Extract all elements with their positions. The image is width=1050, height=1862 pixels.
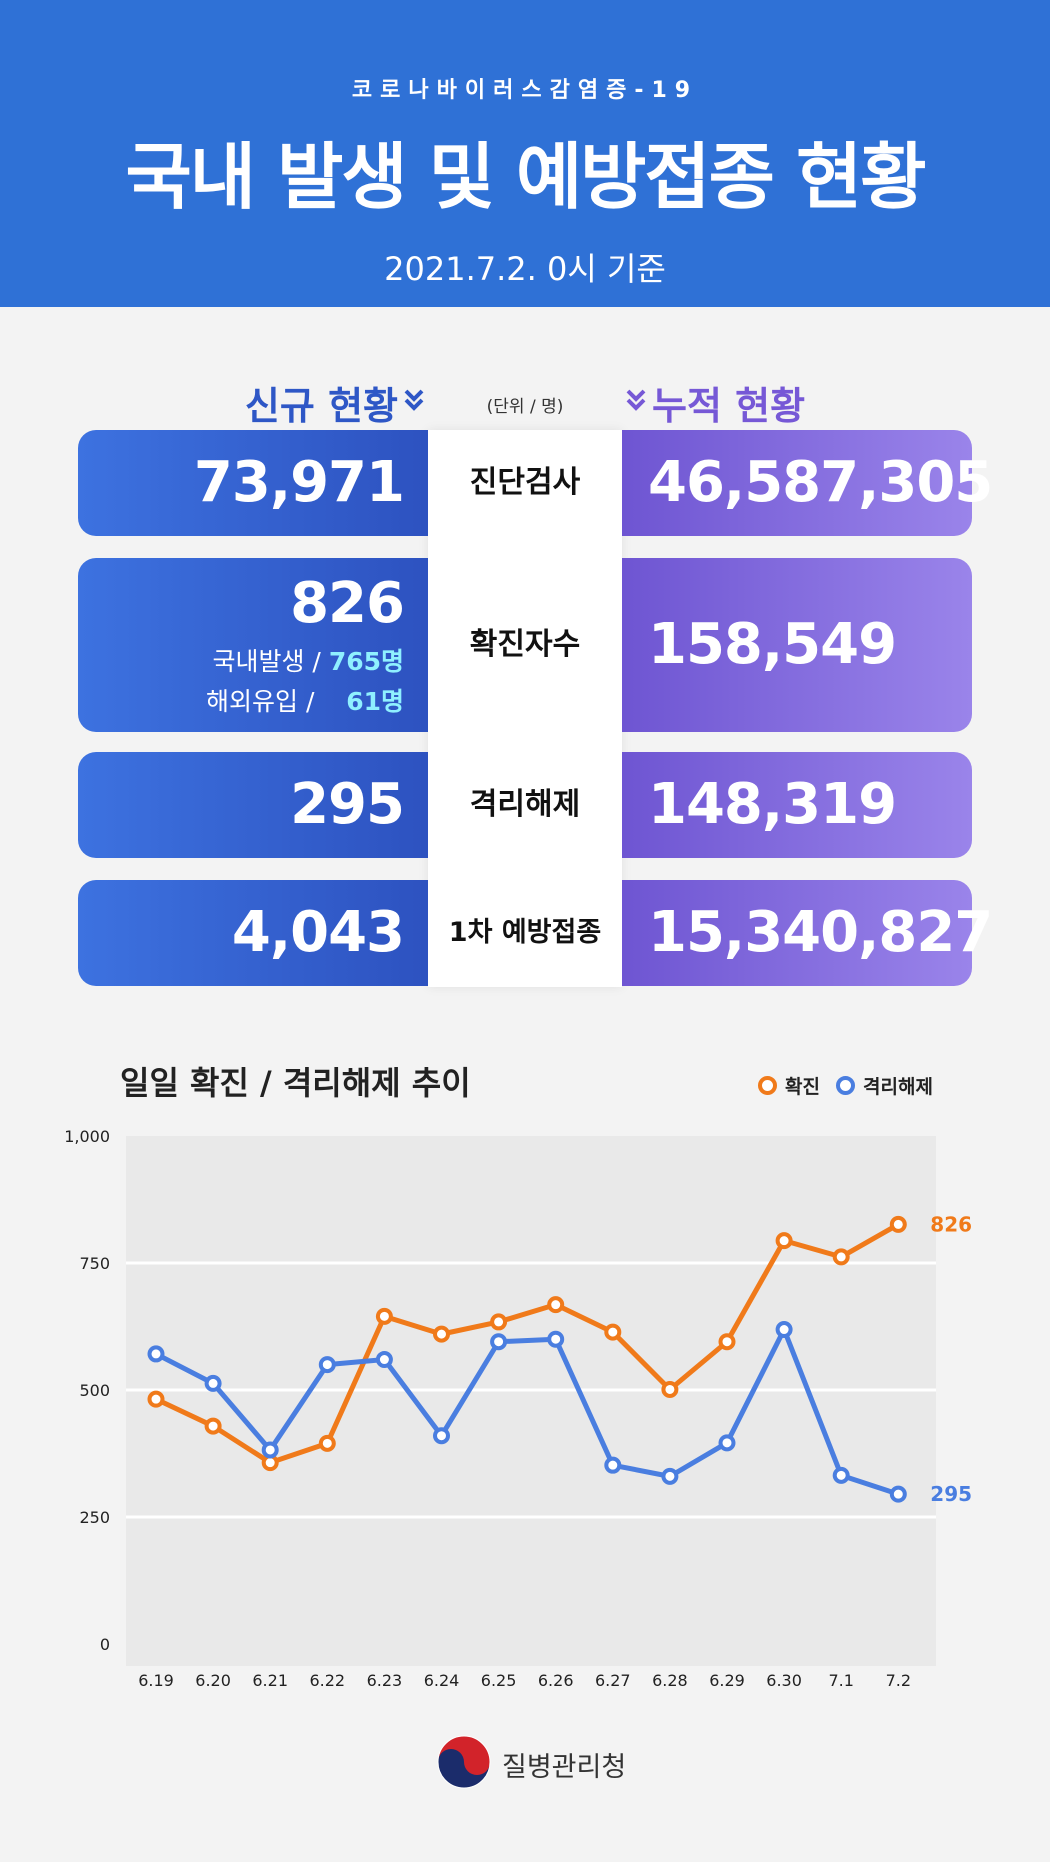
domestic-value: 765명 (328, 647, 404, 676)
plot-area (126, 1136, 936, 1666)
x-tick-label: 6.21 (252, 1671, 288, 1690)
x-tick-label: 6.26 (538, 1671, 574, 1690)
cumulative-tests-value: 46,587,305 (648, 450, 993, 515)
row-label-released: 격리해제 (469, 787, 581, 822)
x-tick-label: 6.20 (195, 1671, 231, 1690)
data-point (604, 1456, 622, 1474)
new-released-card: 295 (78, 752, 428, 858)
end-value-label: 295 (930, 1482, 972, 1506)
new-tests-value: 73,971 (193, 450, 405, 515)
new-vaccination-value: 4,043 (231, 900, 405, 965)
row-label-vaccination: 1차 예방접종 (448, 917, 602, 948)
data-point (547, 1296, 565, 1314)
legend-dot-icon (758, 1076, 777, 1095)
data-point (832, 1248, 850, 1266)
data-point (889, 1215, 907, 1233)
data-point (718, 1434, 736, 1452)
x-tick-label: 6.30 (766, 1671, 802, 1690)
header-banner: 코로나바이러스감염증-19 국내 발생 및 예방접종 현황 2021.7.2. … (0, 0, 1050, 307)
y-tick-label: 1,000 (64, 1127, 110, 1146)
x-tick-label: 6.25 (481, 1671, 517, 1690)
x-tick-label: 7.2 (886, 1671, 911, 1690)
cumulative-tests-card: 46,587,305 (622, 430, 993, 536)
chart-title: 일일 확진 / 격리해제 추이 (120, 1064, 471, 1102)
legend-confirmed-label: 확진 (785, 1076, 820, 1098)
y-tick-label: 750 (79, 1254, 110, 1273)
data-point (661, 1467, 679, 1485)
row-label-confirmed: 확진자수 (469, 627, 581, 662)
cumulative-confirmed-value: 158,549 (648, 612, 897, 677)
data-point (775, 1321, 793, 1339)
agency-name: 질병관리청 (502, 1752, 627, 1783)
unit-label: (단위 / 명) (486, 397, 564, 417)
data-point (433, 1325, 450, 1343)
x-tick-label: 6.19 (138, 1671, 174, 1690)
y-tick-label: 250 (79, 1508, 110, 1527)
data-point (375, 1351, 393, 1369)
data-point (889, 1485, 907, 1503)
y-tick-label: 0 (100, 1635, 110, 1654)
data-point (832, 1466, 850, 1484)
series-line-1 (154, 1327, 900, 1497)
legend-dot-icon (836, 1076, 855, 1095)
x-tick-label: 6.23 (367, 1671, 403, 1690)
x-tick-label: 7.1 (828, 1671, 853, 1690)
header-subtitle: 코로나바이러스감염증-19 (351, 78, 699, 103)
new-confirmed-value: 826 (290, 571, 405, 636)
double-chevron-down-icon (404, 388, 424, 418)
double-chevron-down-icon (626, 388, 646, 418)
cumulative-released-card: 148,319 (622, 752, 972, 858)
legend-released-label: 격리해제 (863, 1076, 933, 1098)
data-point (490, 1313, 508, 1331)
data-point (318, 1434, 336, 1452)
row-label-strip (428, 430, 622, 987)
row-label-tests: 진단검사 (469, 465, 581, 500)
y-tick-label: 500 (79, 1381, 110, 1400)
data-point (775, 1232, 793, 1250)
data-point (204, 1374, 222, 1392)
new-tests-card: 73,971 (78, 430, 428, 536)
domestic-label: 국내발생 / (212, 647, 321, 676)
overseas-value: 61명 (346, 687, 404, 716)
data-point (490, 1333, 508, 1351)
cumulative-vaccination-card: 15,340,827 (622, 880, 993, 986)
data-point (147, 1345, 165, 1363)
data-point (261, 1441, 279, 1459)
data-point (318, 1356, 336, 1374)
data-point (661, 1380, 679, 1398)
reference-date: 2021.7.2. 0시 기준 (384, 250, 666, 288)
cumulative-confirmed-card: 158,549 (622, 558, 972, 732)
new-confirmed-card: 826 국내발생 / 765명 해외유입 / 61명 (78, 558, 428, 732)
cumulative-released-value: 148,319 (648, 772, 897, 837)
overseas-label: 해외유입 / (206, 687, 315, 716)
x-tick-label: 6.28 (652, 1671, 688, 1690)
data-point (547, 1330, 565, 1348)
x-tick-label: 6.29 (709, 1671, 745, 1690)
data-point (718, 1333, 736, 1351)
data-point (147, 1390, 165, 1408)
data-point (604, 1323, 622, 1341)
page-title: 국내 발생 및 예방접종 현황 (125, 135, 927, 219)
data-point (433, 1427, 450, 1445)
new-status-label: 신규 현황 (244, 384, 398, 428)
data-point (375, 1307, 393, 1325)
x-tick-label: 6.24 (424, 1671, 460, 1690)
taegeuk-logo-icon (437, 1735, 491, 1789)
cumulative-vaccination-value: 15,340,827 (648, 900, 993, 965)
x-tick-label: 6.27 (595, 1671, 631, 1690)
domestic-breakdown: 국내발생 / 765명 (78, 642, 428, 678)
line-chart: 1,000 750 500 250 0 6.19 6.20 6.21 6.22 6.23 6.24… (64, 1127, 972, 1690)
new-status-heading: 신규 현황 (245, 375, 430, 430)
series-line-0 (154, 1222, 900, 1466)
data-point (204, 1417, 222, 1435)
cumulative-status-label: 누적 현황 (652, 384, 806, 428)
legend-released: 격리해제 (836, 1072, 933, 1099)
end-value-label: 826 (930, 1212, 972, 1236)
overseas-breakdown: 해외유입 / 61명 (78, 682, 428, 718)
cumulative-status-heading: 누적 현황 (620, 375, 805, 430)
new-released-value: 295 (290, 772, 405, 837)
legend-confirmed: 확진 (758, 1072, 820, 1099)
new-vaccination-card: 4,043 (78, 880, 428, 986)
x-tick-label: 6.22 (309, 1671, 345, 1690)
